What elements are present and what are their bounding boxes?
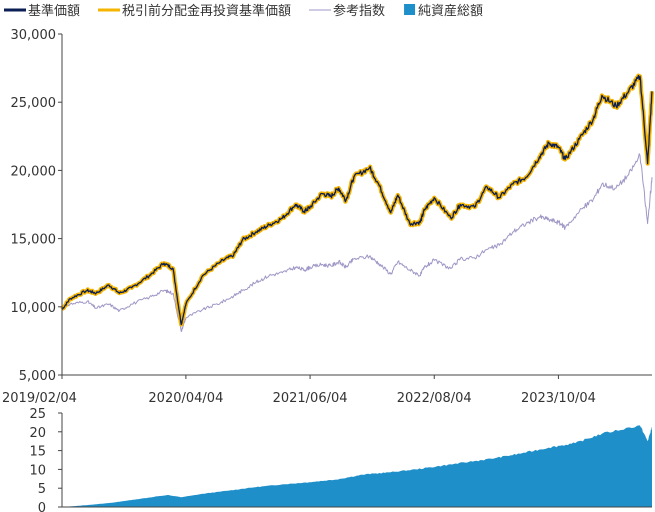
y-tick-label: 10,000 <box>11 301 57 316</box>
sub-y-tick-label: 25 <box>29 407 46 422</box>
y-tick-label: 20,000 <box>11 164 57 179</box>
legend-label: 純資産総額 <box>418 3 483 19</box>
net-assets-area <box>62 425 652 507</box>
x-tick-label: 2019/02/04 <box>2 391 77 406</box>
series-line <box>61 74 653 326</box>
legend-swatch <box>404 4 416 15</box>
sub-y-tick-label: 0 <box>38 501 46 512</box>
y-tick-label: 5,000 <box>19 369 56 384</box>
legend-item: 税引前分配金再投資基準価額 <box>98 3 291 19</box>
x-tick-label: 2020/04/04 <box>148 391 223 406</box>
y-tick-label: 30,000 <box>11 28 57 43</box>
legend-item: 純資産総額 <box>404 3 483 19</box>
x-tick-label: 2021/06/04 <box>273 391 348 406</box>
price-chart: 30,000 25,000 20,000 15,000 10,000 5,000 2019/… <box>2 28 655 406</box>
series-line <box>61 153 653 332</box>
legend-item: 基準価額 <box>4 3 80 19</box>
legend-item: 参考指数 <box>309 3 385 19</box>
sub-y-tick-label: 15 <box>29 445 46 460</box>
legend-label: 基準価額 <box>28 3 80 19</box>
legend: 基準価額 税引前分配金再投資基準価額 参考指数 純資産総額 <box>4 3 483 19</box>
net-assets-chart: 25 20 15 10 5 0 <box>29 407 652 512</box>
sub-y-tick-label: 20 <box>29 426 46 441</box>
y-tick-label: 15,000 <box>11 233 57 248</box>
y-tick-label: 25,000 <box>11 96 57 111</box>
legend-label: 参考指数 <box>333 3 385 19</box>
x-tick-label: 2023/10/04 <box>521 391 596 406</box>
x-tick-label: 2022/08/04 <box>397 391 472 406</box>
legend-label: 税引前分配金再投資基準価額 <box>122 3 291 19</box>
series-line <box>60 73 655 327</box>
sub-y-tick-label: 5 <box>38 482 46 497</box>
sub-y-tick-label: 10 <box>29 463 46 478</box>
